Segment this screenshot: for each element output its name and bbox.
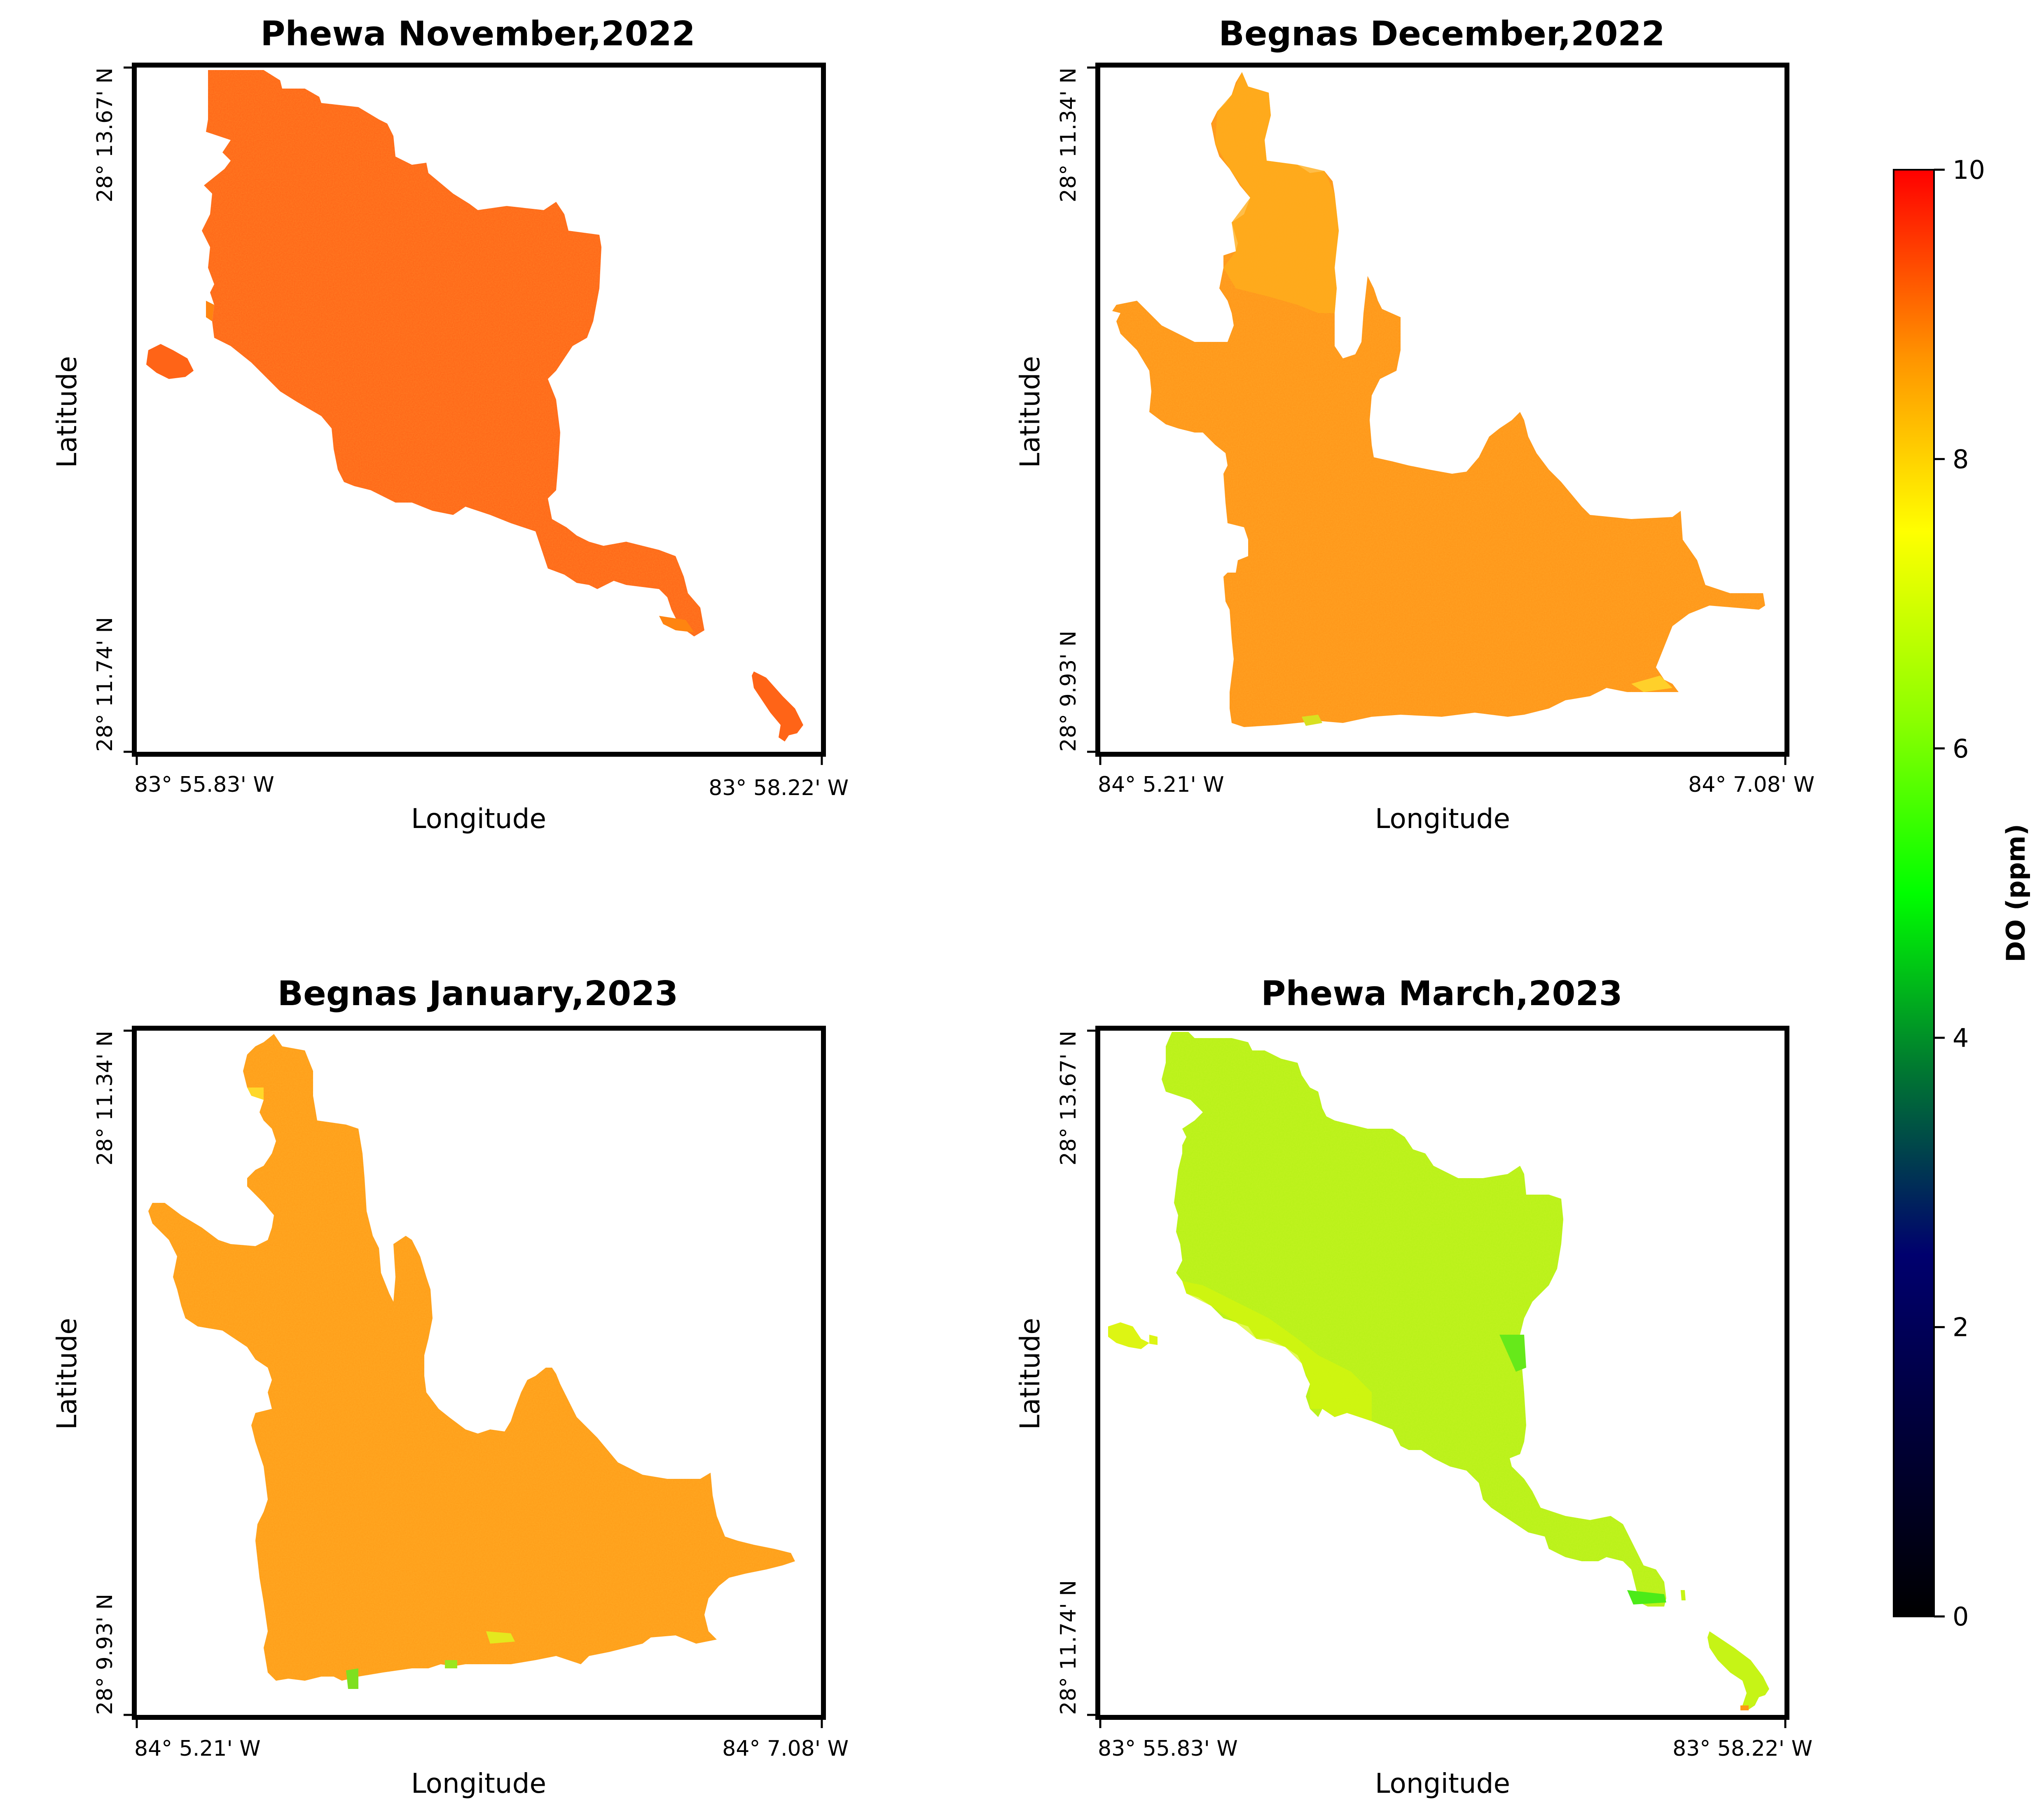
x-tick-label: 83° 55.83' W [1098,1736,1238,1761]
lake-edge-tint [445,1660,457,1668]
y-axis-label: Latitude [51,356,83,468]
panel-begnas-december-2022: Begnas December,2022 84° 5.21' W 84° 7.0… [1014,14,1815,835]
x-tick-label: 84° 7.08' W [722,1736,849,1761]
lake-shape [1112,72,1765,727]
colorbar-ticks: 0 2 4 6 8 10 [1934,155,1985,1632]
x-axis: 84° 5.21' W 84° 7.08' W Longitude [1098,754,1815,835]
lake-shape [1108,1032,1769,1710]
y-axis-label: Latitude [51,1318,83,1430]
panel-title: Phewa November,2022 [260,14,695,54]
x-axis: 83° 55.83' W 83° 58.22' W Longitude [134,754,849,835]
panel-title: Begnas January,2023 [278,974,678,1013]
lake-shape [146,70,803,741]
y-tick-label: 28° 9.93' N [93,1594,117,1715]
plot-border [1095,63,1789,757]
lake-edge-tint [659,616,694,632]
panel-phewa-november-2022: Phewa November,2022 83° 55.83' W 83° 58.… [51,14,849,835]
panel-title: Phewa March,2023 [1261,974,1622,1013]
lake-islet [1149,1335,1158,1345]
x-axis-label: Longitude [411,1768,546,1799]
lake-islet [752,671,803,741]
lake-islet [1681,1590,1686,1600]
y-tick-label: 28° 11.34' N [93,1031,117,1165]
lake-lower-tint [1182,1281,1372,1421]
plot-border [1095,1026,1789,1720]
x-tick-label: 84° 5.21' W [134,1736,261,1761]
y-tick-label: 28° 11.34' N [1056,68,1081,202]
y-axis: 28° 11.74' N 28° 13.67' N Latitude [51,66,134,753]
y-tick-label: 28° 11.74' N [1056,1580,1081,1715]
lake-edge-tint [1499,1335,1526,1372]
lake-edge-tint [1627,1590,1666,1604]
lake-islet [1108,1322,1149,1349]
y-tick-label: 28° 9.93' N [1056,631,1081,752]
lake-islet [146,344,194,379]
lake-shape [148,1034,795,1689]
lake-islet [1707,1631,1769,1710]
x-axis: 84° 5.21' W 84° 7.08' W Longitude [134,1717,849,1799]
colorbar-gradient [1893,169,1935,1617]
y-axis-label: Latitude [1014,1318,1046,1430]
colorbar-tick-label: 2 [1953,1312,1969,1343]
x-axis-label: Longitude [411,803,546,835]
lake-islet [1740,1705,1749,1710]
x-axis-label: Longitude [1375,1768,1510,1799]
lake-body-texture [1162,1032,1666,1607]
colorbar-tick-label: 0 [1953,1602,1969,1632]
panel-begnas-january-2023: Begnas January,2023 84° 5.21' W 84° 7.08… [51,974,849,1799]
colorbar-label: DO (ppm) [2001,824,2031,962]
plot-border [132,63,826,757]
y-tick-label: 28° 11.74' N [93,617,117,752]
lake-upper-tint [1215,72,1339,313]
colorbar-tick-label: 10 [1953,155,1985,185]
x-axis-label: Longitude [1375,803,1510,835]
y-axis-label: Latitude [1014,356,1046,468]
plot-border [132,1026,826,1720]
x-axis: 83° 55.83' W 83° 58.22' W Longitude [1098,1717,1812,1799]
x-tick-label: 84° 7.08' W [1688,772,1815,797]
colorbar-tick-label: 4 [1953,1023,1969,1053]
lake-edge-tint [1302,715,1322,726]
lake-edge-tint [206,301,214,321]
y-tick-label: 28° 13.67' N [1056,1031,1081,1165]
y-axis: 28° 11.74' N 28° 13.67' N Latitude [1014,1029,1098,1716]
panel-title: Begnas December,2022 [1218,14,1665,54]
lake-body-texture [202,70,704,636]
y-axis: 28° 9.93' N 28° 11.34' N Latitude [51,1029,134,1716]
colorbar: 0 2 4 6 8 10 DO (ppm) [1893,155,2031,1632]
lake-edge-tint [1631,676,1672,692]
x-tick-label: 83° 55.83' W [134,772,274,797]
x-tick-label: 83° 58.22' W [1672,1736,1812,1761]
lake-edge-tint [486,1631,515,1644]
panel-phewa-march-2023: Phewa March,2023 83° 55.83' W 83° 58.22'… [1014,974,1812,1799]
x-tick-label: 84° 5.21' W [1098,772,1224,797]
lake-body-texture [148,1034,795,1681]
y-axis: 28° 9.93' N 28° 11.34' N Latitude [1014,66,1098,753]
colorbar-tick-label: 6 [1953,734,1969,764]
lake-edge-tint [247,1088,264,1100]
x-tick-label: 83° 58.22' W [709,776,849,800]
colorbar-tick-label: 8 [1953,444,1969,474]
y-tick-label: 28° 13.67' N [93,68,117,202]
lake-edge-tint [346,1668,358,1689]
